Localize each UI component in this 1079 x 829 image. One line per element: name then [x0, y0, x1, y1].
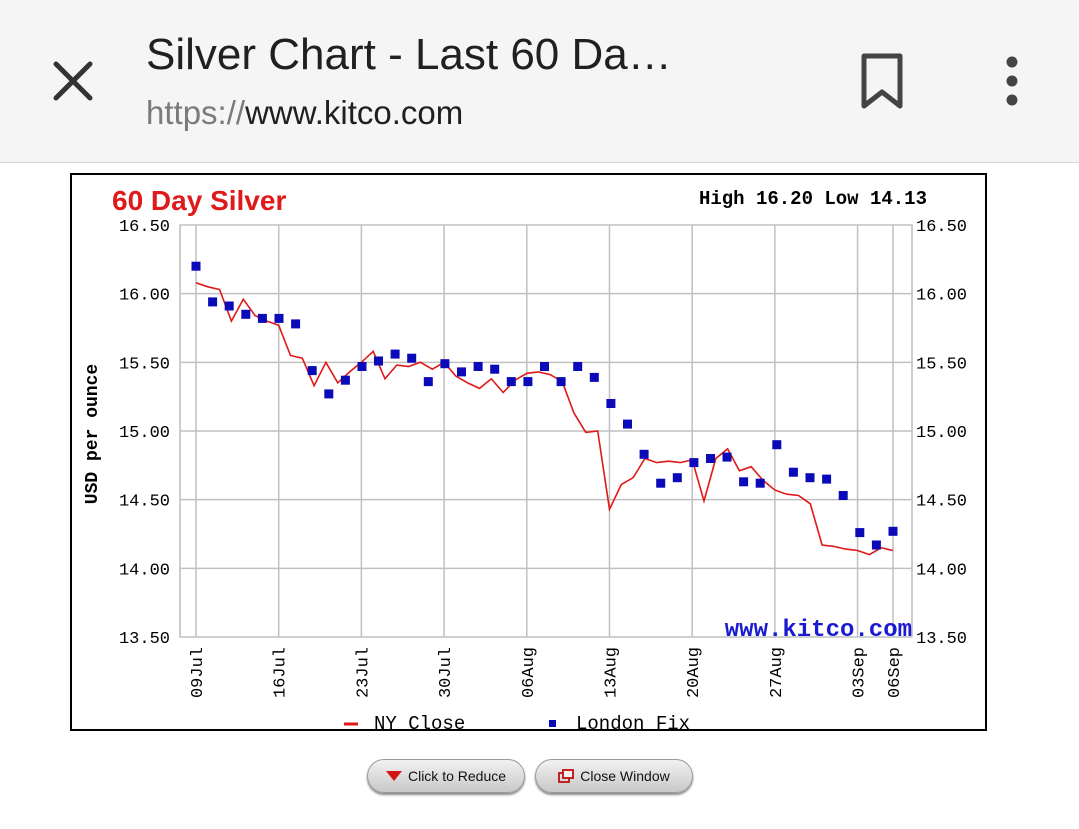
london-fix-point: [656, 478, 666, 488]
reduce-button[interactable]: Click to Reduce: [367, 759, 525, 793]
london-fix-point: [407, 353, 417, 363]
legend: NY Close London Fix: [344, 713, 690, 729]
y-tick-label-right: 16.00: [916, 287, 967, 306]
london-fix-point: [772, 440, 782, 450]
london-fix-point: [390, 349, 400, 359]
x-tick-label: 23Jul: [354, 647, 373, 698]
y-tick-label-right: 15.50: [916, 355, 967, 374]
y-tick-label-right: 15.00: [916, 424, 967, 443]
london-fix-point: [374, 356, 383, 366]
window-icon: [558, 769, 575, 783]
london-fix-point: [324, 389, 334, 399]
x-tick-label: 06Aug: [520, 647, 539, 698]
london-fix-point: [191, 261, 201, 271]
london-fix-point: [423, 377, 433, 387]
london-fix-point: [855, 528, 865, 538]
london-fix-point: [589, 372, 599, 382]
x-tick-label: 27Aug: [768, 647, 787, 698]
y-tick-label-left: 15.00: [119, 424, 170, 443]
y-tick-label-left: 13.50: [119, 630, 170, 649]
legend-ny-close-label: NY Close: [374, 713, 465, 729]
y-tick-label-right: 16.50: [916, 218, 967, 237]
london-fix-point: [307, 366, 317, 376]
y-tick-label-left: 14.50: [119, 493, 170, 512]
axes: 16.50 16.50 16.00 16.00 15.50 15.50 15.00 15.00…: [119, 218, 967, 698]
london-fix-point: [573, 362, 583, 371]
chart-title: 60 Day Silver: [112, 185, 286, 216]
grid: [179, 224, 913, 638]
x-tick-label: 06Sep: [886, 647, 905, 698]
london-fix-point: [639, 449, 649, 459]
london-fix-point: [340, 375, 350, 385]
silver-chart: 16.50 16.50 16.00 16.00 15.50 15.50 15.00 15.00…: [70, 173, 987, 731]
close-window-button[interactable]: Close Window: [535, 759, 693, 793]
x-tick-label: 20Aug: [685, 647, 704, 698]
y-tick-label-right: 14.50: [916, 493, 967, 512]
y-tick-label-left: 16.00: [119, 287, 170, 306]
london-fix-point: [722, 452, 732, 462]
triangle-down-icon: [385, 771, 402, 781]
y-tick-label-left: 15.50: [119, 355, 170, 374]
series: [191, 261, 898, 556]
close-icon[interactable]: [40, 48, 106, 114]
london-fix-point: [672, 473, 682, 483]
legend-london-fix-label: London Fix: [576, 713, 690, 729]
x-tick-label: 16Jul: [272, 647, 291, 698]
london-fix-point: [788, 467, 798, 477]
more-options-icon[interactable]: [990, 48, 1034, 114]
y-tick-label-right: 13.50: [916, 630, 967, 649]
london-fix-point: [755, 478, 765, 488]
page-url[interactable]: https://www.kitco.com: [146, 94, 463, 132]
london-fix-point: [706, 454, 715, 463]
london-fix-point: [556, 377, 566, 387]
y-tick-label-left: 16.50: [119, 218, 170, 237]
y-tick-label-right: 14.00: [916, 561, 967, 580]
london-fix-point: [440, 359, 450, 369]
london-fix-point: [822, 474, 832, 484]
x-tick-label: 13Aug: [602, 647, 621, 698]
london-fix-point: [805, 473, 815, 483]
ny-close-line: [195, 281, 894, 556]
london-fix-point: [457, 367, 466, 377]
watermark: www.kitco.com: [725, 617, 912, 644]
london-fix-point: [490, 364, 500, 374]
x-tick-label: 30Jul: [437, 647, 456, 698]
london-fix-point: [623, 419, 632, 429]
london-fix-point: [257, 313, 267, 323]
london-fix-point: [871, 540, 881, 550]
chart-svg: 16.50 16.50 16.00 16.00 15.50 15.50 15.00 15.00…: [83, 185, 967, 729]
browser-toolbar: Silver Chart - Last 60 Da… https://www.k…: [0, 0, 1079, 163]
london-fix-point: [224, 301, 234, 311]
london-fix-point: [606, 399, 616, 408]
london-fix-point: [291, 319, 301, 329]
url-host: www.kitco.com: [245, 94, 464, 131]
london-fix-point: [689, 458, 699, 468]
london-fix-point: [274, 313, 284, 323]
london-fix-point: [473, 362, 483, 371]
london-fix-point: [208, 297, 218, 307]
y-axis-label: USD per ounce: [83, 364, 103, 504]
x-tick-label: 03Sep: [851, 647, 870, 698]
london-fix-point: [739, 477, 749, 487]
london-fix-point: [523, 377, 533, 387]
london-fix-point: [506, 377, 516, 387]
legend-london-fix-swatch: [549, 720, 556, 727]
x-tick-label: 09Jul: [189, 647, 208, 698]
bookmark-icon[interactable]: [852, 48, 912, 114]
url-scheme: https://: [146, 94, 246, 131]
y-tick-label-left: 14.00: [119, 561, 170, 580]
reduce-button-label: Click to Reduce: [407, 768, 507, 784]
london-fix-point: [888, 526, 898, 536]
london-fix-point: [241, 309, 251, 319]
page-title: Silver Chart - Last 60 Da…: [146, 30, 672, 79]
close-window-button-label: Close Window: [580, 768, 670, 784]
london-fix-point: [540, 362, 549, 371]
london-fix-point: [838, 491, 848, 500]
london-fix-point: [357, 362, 367, 371]
high-low-label: High 16.20 Low 14.13: [699, 188, 927, 210]
